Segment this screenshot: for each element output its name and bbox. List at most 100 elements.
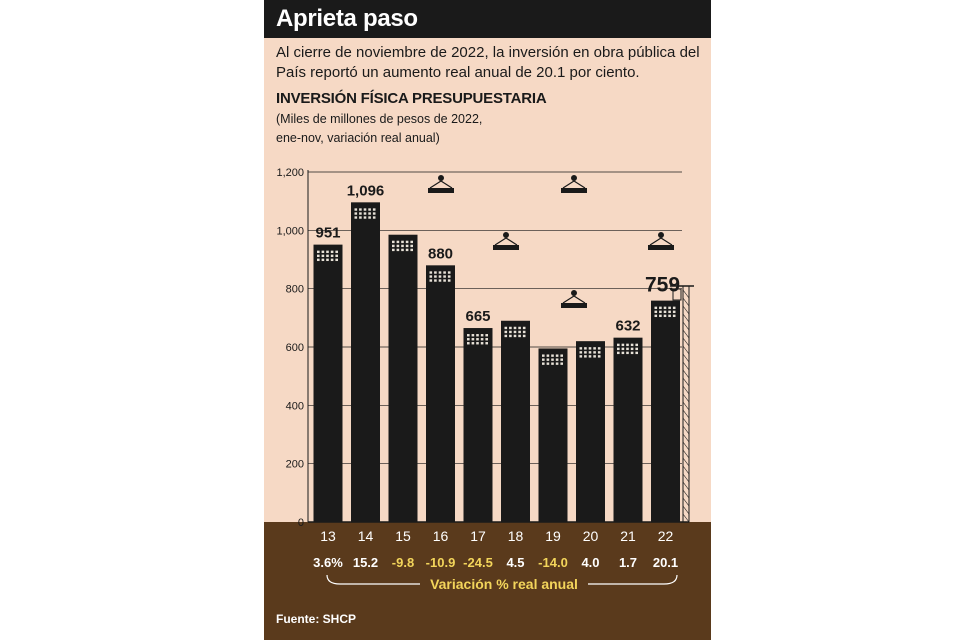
bar-value-label: 951 (315, 225, 340, 242)
window-icon (630, 343, 634, 347)
window-icon (476, 334, 479, 337)
crane-brace-icon (682, 313, 690, 323)
x-tick-label: 13 (320, 528, 336, 544)
window-icon (593, 355, 596, 358)
hook-icon (438, 175, 444, 181)
chart: 0 200 400 600 800 1,000 1,200 951 13 3.6% 1,096 14 1… (276, 167, 694, 592)
window-icon (467, 334, 470, 337)
crane-brace-icon (682, 489, 690, 499)
bar (351, 202, 380, 523)
beam-icon (493, 245, 519, 250)
bar-group: 951 (313, 225, 343, 522)
bar-value-label: 880 (428, 245, 453, 262)
window-icon (513, 330, 517, 334)
window-icon (476, 342, 479, 345)
window-icon (434, 275, 437, 278)
crane-brace-icon (682, 385, 690, 395)
bar-group: 665 (463, 308, 493, 522)
window-icon (551, 362, 554, 365)
window-icon (485, 338, 488, 341)
window-icon (555, 358, 559, 361)
window-icon (593, 351, 596, 354)
window-icon (476, 338, 479, 341)
window-icon (438, 271, 442, 274)
window-icon (354, 216, 358, 219)
crane-brace-icon (682, 513, 690, 523)
variation-label: -9.8 (392, 555, 414, 570)
y-tick-label: 0 (298, 517, 304, 529)
window-icon (555, 362, 559, 365)
y-tick-label: 1,000 (276, 225, 304, 237)
window-icon (443, 271, 446, 274)
window-icon (588, 347, 592, 350)
x-tick-label: 16 (433, 528, 449, 544)
infographic-card: Aprieta paso Al cierre de noviembre de 2… (264, 0, 711, 640)
window-icon (363, 208, 367, 211)
window-icon (635, 347, 638, 351)
crane-brace-icon (682, 289, 690, 299)
window-icon (551, 354, 554, 357)
window-icon (518, 326, 521, 330)
x-tick-label: 19 (545, 528, 561, 544)
window-icon (354, 208, 358, 211)
window-icon (560, 362, 563, 365)
units-note: (Miles de millones de pesos de 2022, (276, 112, 483, 126)
crane-brace-icon (682, 361, 690, 371)
window-icon (672, 314, 676, 318)
window-icon (513, 334, 517, 338)
bar (388, 234, 418, 523)
chart-title: INVERSIÓN FÍSICA PRESUPUESTARIA (276, 90, 547, 107)
x-tick-label: 20 (583, 528, 599, 544)
bar-value-label: 1,096 (347, 182, 385, 199)
window-icon (401, 248, 404, 252)
y-tick-label: 1,200 (276, 167, 304, 179)
hook-icon (503, 232, 509, 238)
window-icon (363, 212, 367, 215)
window-icon (434, 271, 437, 274)
window-icon (429, 279, 433, 282)
crane-brace-icon (682, 297, 690, 307)
window-icon (321, 258, 325, 262)
bar-value-label: 632 (615, 318, 640, 335)
window-icon (326, 258, 329, 262)
window-icon (401, 240, 404, 244)
crane-brace-icon (682, 345, 690, 355)
window-icon (429, 275, 433, 278)
window-icon (588, 355, 592, 358)
crane-brace-icon (682, 457, 690, 467)
variation-label: 15.2 (353, 555, 378, 570)
window-icon (438, 275, 442, 278)
window-icon (443, 279, 446, 282)
bar-group: 759 (645, 274, 680, 522)
window-icon (659, 314, 662, 318)
crane-load-icon (493, 232, 519, 250)
window-icon (654, 306, 658, 310)
bar-group (576, 341, 605, 522)
bar-group (501, 320, 530, 522)
variation-label: -10.9 (426, 555, 456, 570)
crane-brace-icon (682, 497, 690, 507)
window-icon (396, 244, 400, 248)
window-icon (522, 326, 526, 330)
subtitle: Al cierre de noviembre de 2022, la inver… (276, 44, 700, 81)
window-icon (372, 212, 376, 215)
window-icon (504, 330, 508, 334)
window-icon (363, 216, 367, 219)
window-icon (321, 254, 325, 258)
x-tick-label: 17 (470, 528, 486, 544)
window-icon (326, 250, 329, 254)
crane-load-icon (561, 290, 587, 308)
window-icon (317, 258, 320, 262)
window-icon (401, 244, 404, 248)
window-icon (447, 275, 451, 278)
bar (613, 337, 643, 522)
crane-brace-icon (682, 417, 690, 427)
window-icon (560, 354, 563, 357)
window-icon (579, 351, 583, 354)
window-icon (513, 326, 517, 330)
window-icon (509, 326, 512, 330)
window-icon (626, 347, 629, 351)
window-icon (509, 330, 512, 334)
beam-icon (428, 188, 454, 193)
bar (576, 341, 605, 522)
